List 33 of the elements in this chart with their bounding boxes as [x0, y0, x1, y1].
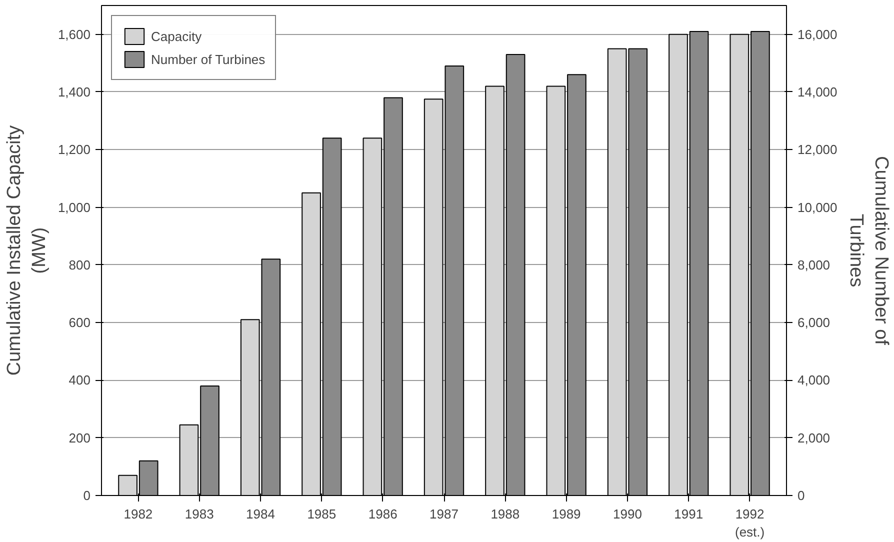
y-tick-label: 200 — [68, 430, 91, 446]
y-tick-label: 800 — [68, 257, 91, 272]
y2-tick-label: 14,000 — [798, 84, 838, 100]
y2-tick-label: 16,000 — [798, 26, 838, 42]
y-tick-label: 1,200 — [58, 142, 91, 158]
y-tick-label: 1,600 — [58, 26, 91, 42]
y-tick-label: 1,400 — [58, 84, 91, 100]
y-tick-label: 600 — [68, 315, 91, 330]
y2-tick-label: 4,000 — [798, 372, 830, 388]
y2-tick-label: 10,000 — [798, 200, 838, 215]
y2-tick-label: 2,000 — [798, 430, 830, 446]
y2-axis-title: Cumulative Number of Turbines — [845, 156, 892, 346]
legend-label: Capacity — [151, 28, 202, 44]
y-tick-label: 1,000 — [58, 200, 91, 215]
y2-tick-label: 0 — [798, 488, 805, 503]
x-tick-label: 1986 — [368, 506, 398, 522]
x-tick-label: 1987 — [430, 506, 458, 522]
x-tick-label: 1989 — [552, 506, 581, 522]
y2-tick-label: 8,000 — [798, 257, 830, 272]
y2-tick-label: 6,000 — [798, 315, 830, 330]
y-tick-label: 400 — [68, 372, 91, 388]
x-tick-label: 1992 (est.) — [735, 506, 765, 540]
y-axis-title: Cumulative Installed Capacity (MW) — [4, 124, 50, 376]
x-tick-label: 1985 — [307, 506, 336, 522]
legend-label: Number of Turbines — [151, 52, 266, 66]
x-tick-label: 1990 — [613, 506, 642, 522]
x-tick-label: 1982 — [124, 506, 153, 522]
x-tick-label: 1983 — [184, 506, 214, 522]
y-tick-label: 0 — [83, 488, 91, 503]
y2-tick-label: 12,000 — [798, 142, 838, 158]
x-tick-label: 1984 — [246, 506, 275, 522]
x-tick-label: 1988 — [490, 506, 520, 522]
x-tick-label: 1991 — [674, 506, 704, 522]
